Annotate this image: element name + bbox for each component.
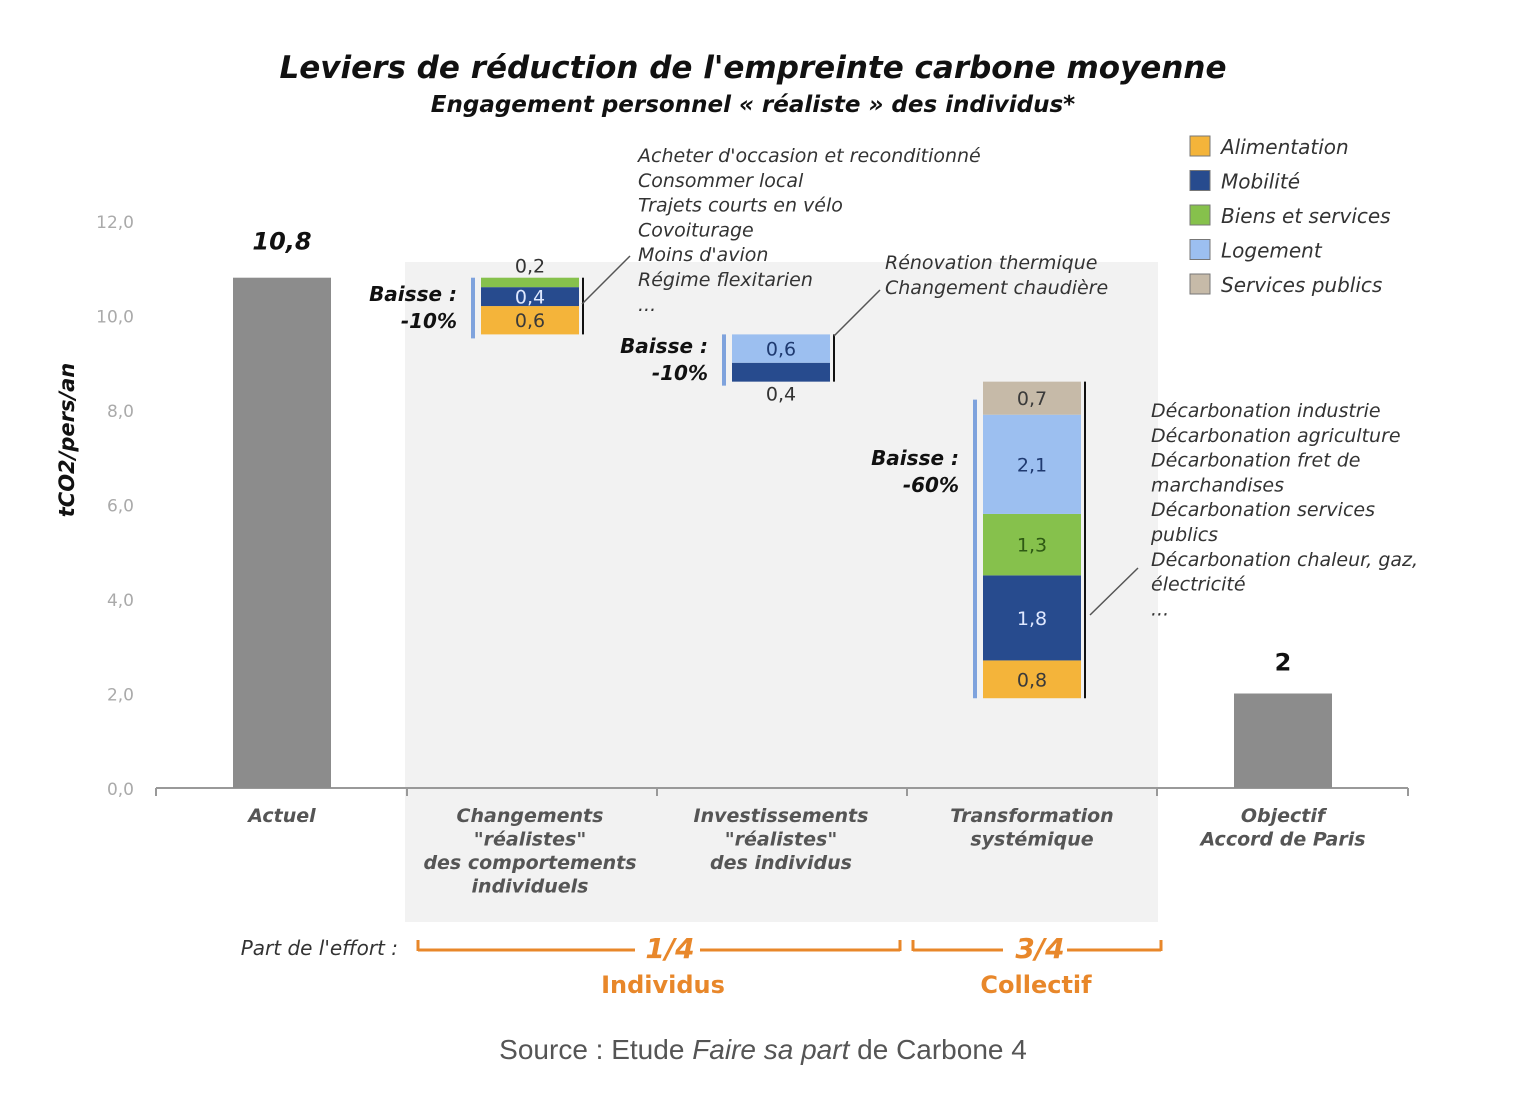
segment-label: 0,6 (766, 339, 796, 361)
segment-biens-et-services (983, 513, 1081, 576)
segment-label: 2,1 (1017, 454, 1047, 476)
x-tick-label: Objectif (1241, 805, 1328, 827)
baisse-label: Baisse : (620, 334, 708, 358)
segment-alimentation (481, 306, 579, 335)
effort-individus-fraction: 1/4 (645, 932, 694, 965)
x-tick-label: des comportements (423, 852, 636, 874)
source-prefix: Source : Etude (499, 1034, 693, 1065)
x-tick-label: Investissements (694, 805, 869, 827)
segment-mobilité (732, 362, 830, 382)
annotation-text: Décarbonation services (1151, 499, 1375, 521)
annotation-text: électricité (1151, 574, 1246, 596)
y-tick-label: 4,0 (107, 591, 134, 611)
annotation-text: Covoiturage (638, 219, 754, 241)
legend-label: Mobilité (1221, 170, 1300, 194)
segment-label: 0,7 (1017, 388, 1047, 410)
segment-logement (983, 414, 1081, 514)
total-label: 10,8 (252, 228, 311, 256)
effort-label: Part de l'effort : (241, 936, 398, 960)
baisse-pct: -10% (401, 309, 457, 333)
annotation-text: Décarbonation fret de (1151, 450, 1360, 472)
annotation-text: publics (1150, 524, 1218, 546)
legend-swatch (1189, 135, 1211, 157)
legend-swatch (1189, 239, 1211, 260)
annotation-text: Acheter d'occasion et reconditionné (636, 145, 981, 167)
source-note: Source : Etude Faire sa part de Carbone … (0, 1034, 1526, 1066)
baisse-label: Baisse : (871, 446, 959, 470)
y-tick-label: 0,0 (107, 780, 134, 800)
x-tick-label: systémique (970, 829, 1093, 851)
annotation-text: Consommer local (638, 170, 804, 192)
y-tick-label: 6,0 (107, 497, 134, 517)
x-tick-label: "réalistes" (474, 829, 587, 851)
total-bar (233, 277, 331, 788)
annotation-text: marchandises (1151, 474, 1284, 496)
annotation-text: Rénovation thermique (885, 252, 1097, 274)
segment-alimentation (983, 660, 1081, 699)
chart-title: Leviers de réduction de l'empreinte carb… (280, 50, 1227, 86)
total-label: 2 (1275, 649, 1292, 677)
y-tick-label: 10,0 (96, 308, 134, 328)
x-tick-label: Changements (457, 805, 604, 827)
annotation-text: Changement chaudière (885, 277, 1108, 299)
segment-label: 0,8 (1017, 669, 1047, 691)
chart-subtitle: Engagement personnel « réaliste » des in… (431, 92, 1075, 118)
annotation-leader (581, 255, 631, 305)
annotation-text: Régime flexitarien (638, 269, 813, 291)
y-tick-label: 2,0 (107, 686, 134, 706)
legend-label: Alimentation (1219, 135, 1349, 159)
segment-logement (732, 334, 830, 363)
x-tick-label: Transformation (950, 805, 1113, 827)
baisse-pct: -10% (652, 361, 708, 385)
segment-label: 0,6 (515, 310, 545, 332)
annotation-text: ... (1151, 598, 1169, 620)
effort-collectif-fraction: 3/4 (1015, 932, 1064, 965)
annotation-text: Moins d'avion (638, 244, 768, 266)
legend-swatch (1189, 204, 1211, 226)
legend-swatch (1189, 170, 1211, 191)
effort-individus-label: Individus (601, 971, 725, 999)
source-title: Faire sa part (692, 1034, 850, 1065)
y-tick-label: 8,0 (107, 402, 134, 422)
annotation-leader (1089, 567, 1139, 616)
segment-label: 1,3 (1017, 535, 1047, 557)
annotation-leader (833, 289, 881, 337)
x-tick-label: Actuel (246, 805, 316, 827)
segment-label: 1,8 (1017, 608, 1047, 630)
y-tick-label: 12,0 (96, 213, 134, 233)
segment-services-publics (983, 381, 1081, 415)
effort-collectif-label: Collectif (980, 971, 1092, 999)
legend-label: Biens et services (1221, 204, 1391, 228)
x-tick-label: des individus (710, 852, 852, 874)
baisse-label: Baisse : (369, 282, 457, 306)
legend-label: Services publics (1221, 273, 1382, 297)
annotation-text: Décarbonation chaleur, gaz, (1151, 549, 1418, 571)
x-tick-label: "réalistes" (725, 829, 838, 851)
segment-biens-et-services (481, 277, 579, 288)
x-tick-label: Accord de Paris (1198, 829, 1365, 851)
legend-swatch (1189, 273, 1211, 295)
annotation-text: ... (638, 294, 656, 316)
y-axis-label: tCO2/pers/an (55, 363, 79, 518)
source-suffix: de Carbone 4 (849, 1034, 1027, 1065)
annotation-text: Décarbonation industrie (1151, 400, 1381, 422)
x-tick-label: individuels (472, 876, 589, 898)
total-bar (1234, 693, 1332, 788)
annotation-text: Trajets courts en vélo (638, 195, 843, 217)
segment-label: 0,4 (515, 287, 545, 309)
segment-mobilité (983, 575, 1081, 661)
baisse-pct: -60% (903, 473, 959, 497)
segment-label: 0,2 (515, 256, 545, 278)
legend-label: Logement (1221, 239, 1323, 263)
segment-label: 0,4 (766, 384, 796, 406)
segment-mobilité (481, 287, 579, 307)
annotation-text: Décarbonation agriculture (1151, 425, 1401, 447)
